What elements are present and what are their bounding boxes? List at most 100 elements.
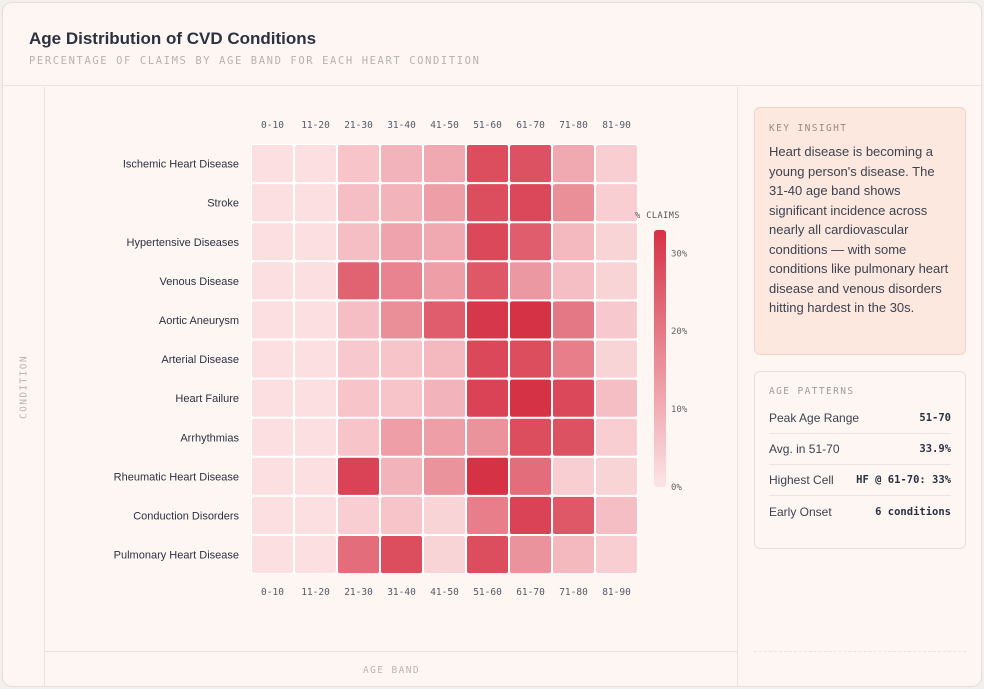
y-tick-label: Rheumatic Heart Disease	[114, 471, 239, 483]
heatmap-cell	[510, 496, 551, 534]
heatmap-cell	[596, 223, 637, 261]
x-tick-label-top: 51-60	[473, 120, 502, 131]
x-tick-label-bottom: 81-90	[602, 587, 631, 598]
pattern-label: Early Onset	[769, 504, 832, 519]
heatmap-cell	[553, 145, 594, 183]
heatmap-cell	[596, 145, 637, 183]
y-tick-label: Ischemic Heart Disease	[123, 159, 239, 171]
pattern-row: Avg. in 51-70 33.9%	[769, 434, 951, 465]
heatmap-cell	[467, 301, 508, 339]
heatmap-cell	[424, 262, 465, 300]
heatmap-cell	[553, 301, 594, 339]
x-tick-label-bottom: 71-80	[559, 587, 588, 598]
heatmap-cell	[596, 496, 637, 534]
plot-area: 0-10 0-10 11-20 11-20 21-30 21-30 31-40 31-40 41…	[45, 87, 738, 686]
heatmap-cell	[252, 262, 293, 300]
legend-color-bar	[654, 230, 666, 487]
heatmap-cell	[295, 301, 336, 339]
x-tick-label-bottom: 61-70	[516, 587, 545, 598]
heatmap-cell	[510, 536, 551, 574]
heatmap-cell	[381, 145, 422, 183]
heatmap-cell	[252, 457, 293, 495]
heatmap-cell	[252, 223, 293, 261]
heatmap-cell	[424, 536, 465, 574]
heatmap-cell	[295, 184, 336, 222]
heatmap-cell	[553, 457, 594, 495]
heatmap-cell	[510, 418, 551, 456]
x-tick-label-bottom: 41-50	[430, 587, 459, 598]
x-tick-label-top: 11-20	[301, 120, 330, 131]
heatmap-cell	[596, 184, 637, 222]
heatmap-cell	[467, 418, 508, 456]
heatmap-cell	[510, 262, 551, 300]
heatmap-cell	[338, 184, 379, 222]
pattern-value: 33.9%	[919, 443, 951, 455]
heatmap-cell	[424, 457, 465, 495]
heatmap-cell	[424, 184, 465, 222]
heatmap-cell	[424, 418, 465, 456]
heatmap-cell	[467, 536, 508, 574]
pattern-value: HF @ 61-70: 33%	[856, 474, 951, 486]
y-axis-label: CONDITION	[18, 354, 30, 420]
y-tick-label: Aortic Aneurysm	[159, 315, 239, 327]
y-tick-label: Heart Failure	[175, 393, 239, 405]
heatmap-cell	[553, 418, 594, 456]
heatmap-cell	[381, 457, 422, 495]
heatmap-cell	[510, 457, 551, 495]
heatmap-cell	[596, 418, 637, 456]
heatmap-cell	[338, 457, 379, 495]
heatmap-cell	[467, 262, 508, 300]
heatmap-cell	[553, 340, 594, 378]
heatmap-cell	[553, 223, 594, 261]
chart-subtitle: PERCENTAGE OF CLAIMS BY AGE BAND FOR EAC…	[29, 55, 481, 67]
divider	[754, 651, 966, 652]
x-axis-label-strip: AGE BAND	[45, 651, 738, 686]
y-tick-label: Arrhythmias	[180, 432, 239, 444]
heatmap-cell	[467, 145, 508, 183]
heatmap-cell	[467, 223, 508, 261]
heatmap-cell	[381, 223, 422, 261]
x-tick-label-bottom: 0-10	[261, 587, 284, 598]
heatmap-cell	[381, 536, 422, 574]
x-tick-label-bottom: 51-60	[473, 587, 502, 598]
heatmap-cell	[295, 496, 336, 534]
pattern-value: 6 conditions	[875, 505, 951, 518]
heatmap-cell	[338, 496, 379, 534]
heatmap-cell	[252, 496, 293, 534]
heatmap-cell	[553, 496, 594, 534]
heatmap-cell	[252, 145, 293, 183]
y-tick-label: Arterial Disease	[161, 354, 239, 366]
heatmap-cell	[596, 262, 637, 300]
heatmap-cell	[424, 301, 465, 339]
heatmap-cell	[553, 184, 594, 222]
heatmap-cell	[596, 536, 637, 574]
heatmap-cell	[381, 418, 422, 456]
heatmap-cell	[510, 145, 551, 183]
y-tick-label: Venous Disease	[160, 276, 240, 288]
heatmap-cell	[596, 301, 637, 339]
pattern-row: Early Onset 6 conditions	[769, 496, 951, 527]
heatmap-cell	[295, 536, 336, 574]
heatmap-cell	[510, 340, 551, 378]
legend-tick-label: 0%	[671, 483, 682, 493]
heatmap-cell	[553, 379, 594, 417]
x-axis-label: AGE BAND	[363, 665, 420, 676]
heatmap-cell	[338, 379, 379, 417]
heatmap-cell	[252, 418, 293, 456]
heatmap-cell	[252, 340, 293, 378]
heatmap-cell	[252, 184, 293, 222]
x-tick-label-bottom: 31-40	[387, 587, 416, 598]
heatmap-cell	[295, 145, 336, 183]
chart-title: Age Distribution of CVD Conditions	[29, 29, 317, 48]
heatmap-cell	[381, 262, 422, 300]
x-tick-label-top: 81-90	[602, 120, 631, 131]
heatmap-cell	[424, 340, 465, 378]
heatmap-cell	[467, 496, 508, 534]
heatmap-cell	[295, 262, 336, 300]
heatmap-cell	[424, 496, 465, 534]
heatmap-cell	[338, 301, 379, 339]
x-tick-label-top: 61-70	[516, 120, 545, 131]
pattern-label: Highest Cell	[769, 473, 834, 487]
heatmap-cell	[295, 340, 336, 378]
side-panel: KEY INSIGHT Heart disease is becoming a …	[739, 87, 981, 686]
